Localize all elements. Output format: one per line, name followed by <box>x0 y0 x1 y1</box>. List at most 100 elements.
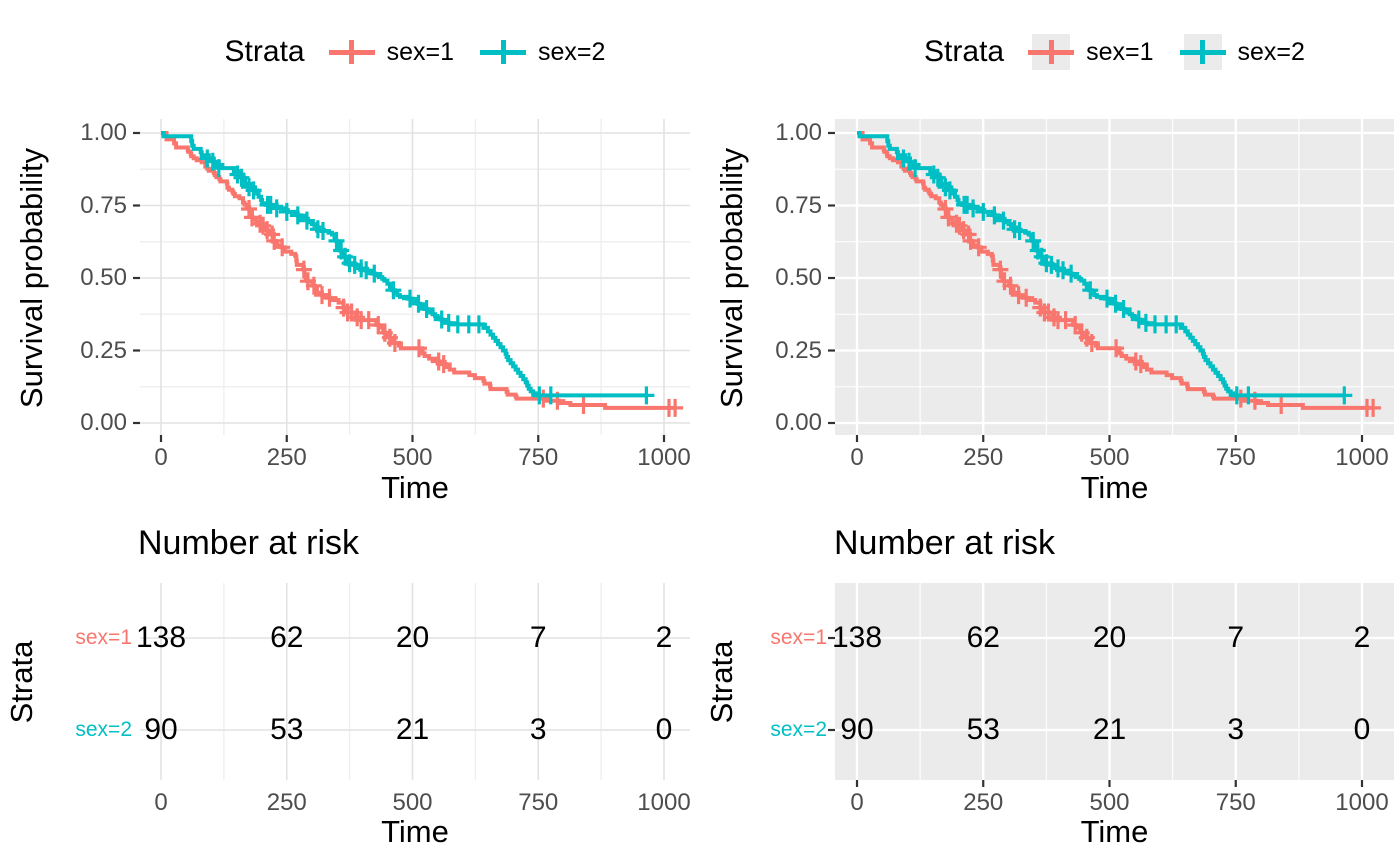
risk-y-axis-title-left: Strata <box>4 640 39 724</box>
risk-value: 3 <box>1227 713 1245 746</box>
censor-plus-icon <box>995 211 1012 230</box>
censor-plus-icon <box>941 181 958 200</box>
censor-plus-icon <box>366 264 383 283</box>
x-tick-label: 500 <box>392 444 433 471</box>
censor-plus-icon <box>1018 288 1035 307</box>
censor-plus-icon <box>410 294 427 313</box>
risk-row-label-sex1-left: sex=1 <box>75 626 132 649</box>
y-tick-label: 0.50 <box>775 264 822 291</box>
y-tick-label: 0.00 <box>775 409 822 436</box>
y-tick-label: 1.00 <box>775 119 822 146</box>
risk-x-tick-label: 1000 <box>637 789 691 816</box>
x-axis-title-left: Time <box>381 470 449 505</box>
censor-plus-icon <box>992 260 1009 279</box>
risk-x-tick-label: 0 <box>850 789 864 816</box>
censor-plus-icon <box>268 199 285 218</box>
risk-x-tick-label: 0 <box>154 789 168 816</box>
censor-plus-icon <box>937 200 954 218</box>
censor-plus-icon <box>1115 300 1132 318</box>
x-tick-label: 250 <box>266 444 307 471</box>
risk-value: 20 <box>1092 621 1127 654</box>
risk-x-tick-label: 250 <box>266 789 307 816</box>
risk-value: 90 <box>840 713 874 746</box>
censor-plus-icon <box>1179 33 1226 71</box>
km-curve-sex2-left <box>161 131 647 398</box>
x-tick-label: 250 <box>963 444 1004 471</box>
censor-plus-icon <box>480 33 527 71</box>
risk-value: 0 <box>655 713 673 746</box>
censor-plus-icon <box>542 386 559 405</box>
x-tick-label: 0 <box>154 444 168 471</box>
censor-plus-icon <box>241 200 257 218</box>
risk-value: 20 <box>395 621 430 654</box>
legend-label-sex1: sex=1 <box>386 37 455 66</box>
risk-value: 138 <box>135 621 187 654</box>
censor-marks-sex2-right <box>895 149 1353 405</box>
risk-row-label-sex1-right: sex=1 <box>770 626 827 649</box>
curves-left <box>161 131 684 417</box>
censor-plus-icon <box>970 238 987 257</box>
censor-plus-icon <box>940 208 957 227</box>
censor-plus-icon <box>321 288 338 307</box>
risk-value: 62 <box>270 621 304 654</box>
survival-plot-right <box>828 119 1394 442</box>
censor-plus-icon <box>907 159 924 178</box>
censor-plus-icon <box>1108 339 1125 358</box>
x-tick-label: 1000 <box>1335 444 1389 471</box>
risk-value: 7 <box>529 621 547 654</box>
risk-value: 53 <box>966 713 1000 746</box>
x-tick-label: 500 <box>1089 444 1130 471</box>
risk-x-tick-label: 750 <box>1215 789 1256 816</box>
y-tick-label: 0.75 <box>80 191 127 219</box>
censor-plus-icon <box>418 300 435 318</box>
censor-plus-icon <box>1002 276 1019 295</box>
censor-marks-sex1-right <box>937 200 1382 417</box>
survival-plot-left <box>133 119 690 442</box>
y-tick-label: 0.75 <box>775 191 822 219</box>
censor-plus-icon <box>975 202 992 221</box>
censor-plus-icon <box>360 311 377 330</box>
censor-plus-icon <box>1099 289 1115 308</box>
censor-plus-icon <box>328 231 345 250</box>
legend-label-sex2: sex=2 <box>538 37 606 66</box>
censor-plus-icon <box>1240 386 1257 405</box>
censor-plus-icon <box>1063 264 1080 283</box>
censor-plus-icon <box>965 199 982 218</box>
risk-row-label-sex2-right: sex=2 <box>770 718 827 741</box>
y-tick-label: 0.25 <box>775 336 822 364</box>
censor-plus-icon <box>986 206 1003 225</box>
censor-plus-icon <box>1082 281 1099 300</box>
y-tick-label: 0.25 <box>80 336 127 364</box>
censor-plus-icon <box>295 260 312 279</box>
censor-marks-sex1-left <box>241 200 684 417</box>
legend-label-sex1: sex=1 <box>1086 37 1154 66</box>
censor-plus-icon <box>1132 355 1149 374</box>
censor-plus-icon <box>210 159 227 178</box>
censor-plus-icon <box>315 222 331 240</box>
legend-item-sex1: sex=1 <box>1028 33 1154 71</box>
censor-plus-icon <box>1130 310 1147 329</box>
censor-plus-icon <box>314 286 330 305</box>
risk-x-tick-label: 250 <box>963 789 1004 816</box>
censor-plus-icon <box>1168 315 1185 334</box>
risk-table-title-right: Number at risk <box>834 524 1056 562</box>
risk-x-axis-title-right: Time <box>1080 814 1149 849</box>
censor-plus-icon <box>1365 398 1382 417</box>
risk-value: 2 <box>1353 621 1371 654</box>
legend-label-sex2: sex=2 <box>1237 37 1305 66</box>
legend-item-sex2: sex=2 <box>480 33 605 71</box>
risk-x-tick-label: 750 <box>518 789 559 816</box>
risk-value: 7 <box>1227 621 1245 654</box>
censor-plus-icon <box>278 202 295 221</box>
censor-plus-icon <box>1336 386 1353 405</box>
risk-row-label-sex2-left: sex=2 <box>75 718 132 741</box>
legend-item-sex2: sex=2 <box>1179 33 1305 71</box>
censor-plus-icon <box>289 206 306 225</box>
censor-plus-icon <box>411 339 427 358</box>
risk-value: 21 <box>1092 713 1127 746</box>
censor-plus-icon <box>1011 222 1028 240</box>
risk-value: 2 <box>655 621 673 654</box>
x-tick-label: 0 <box>850 444 864 471</box>
legend-title: Strata <box>924 35 1005 68</box>
